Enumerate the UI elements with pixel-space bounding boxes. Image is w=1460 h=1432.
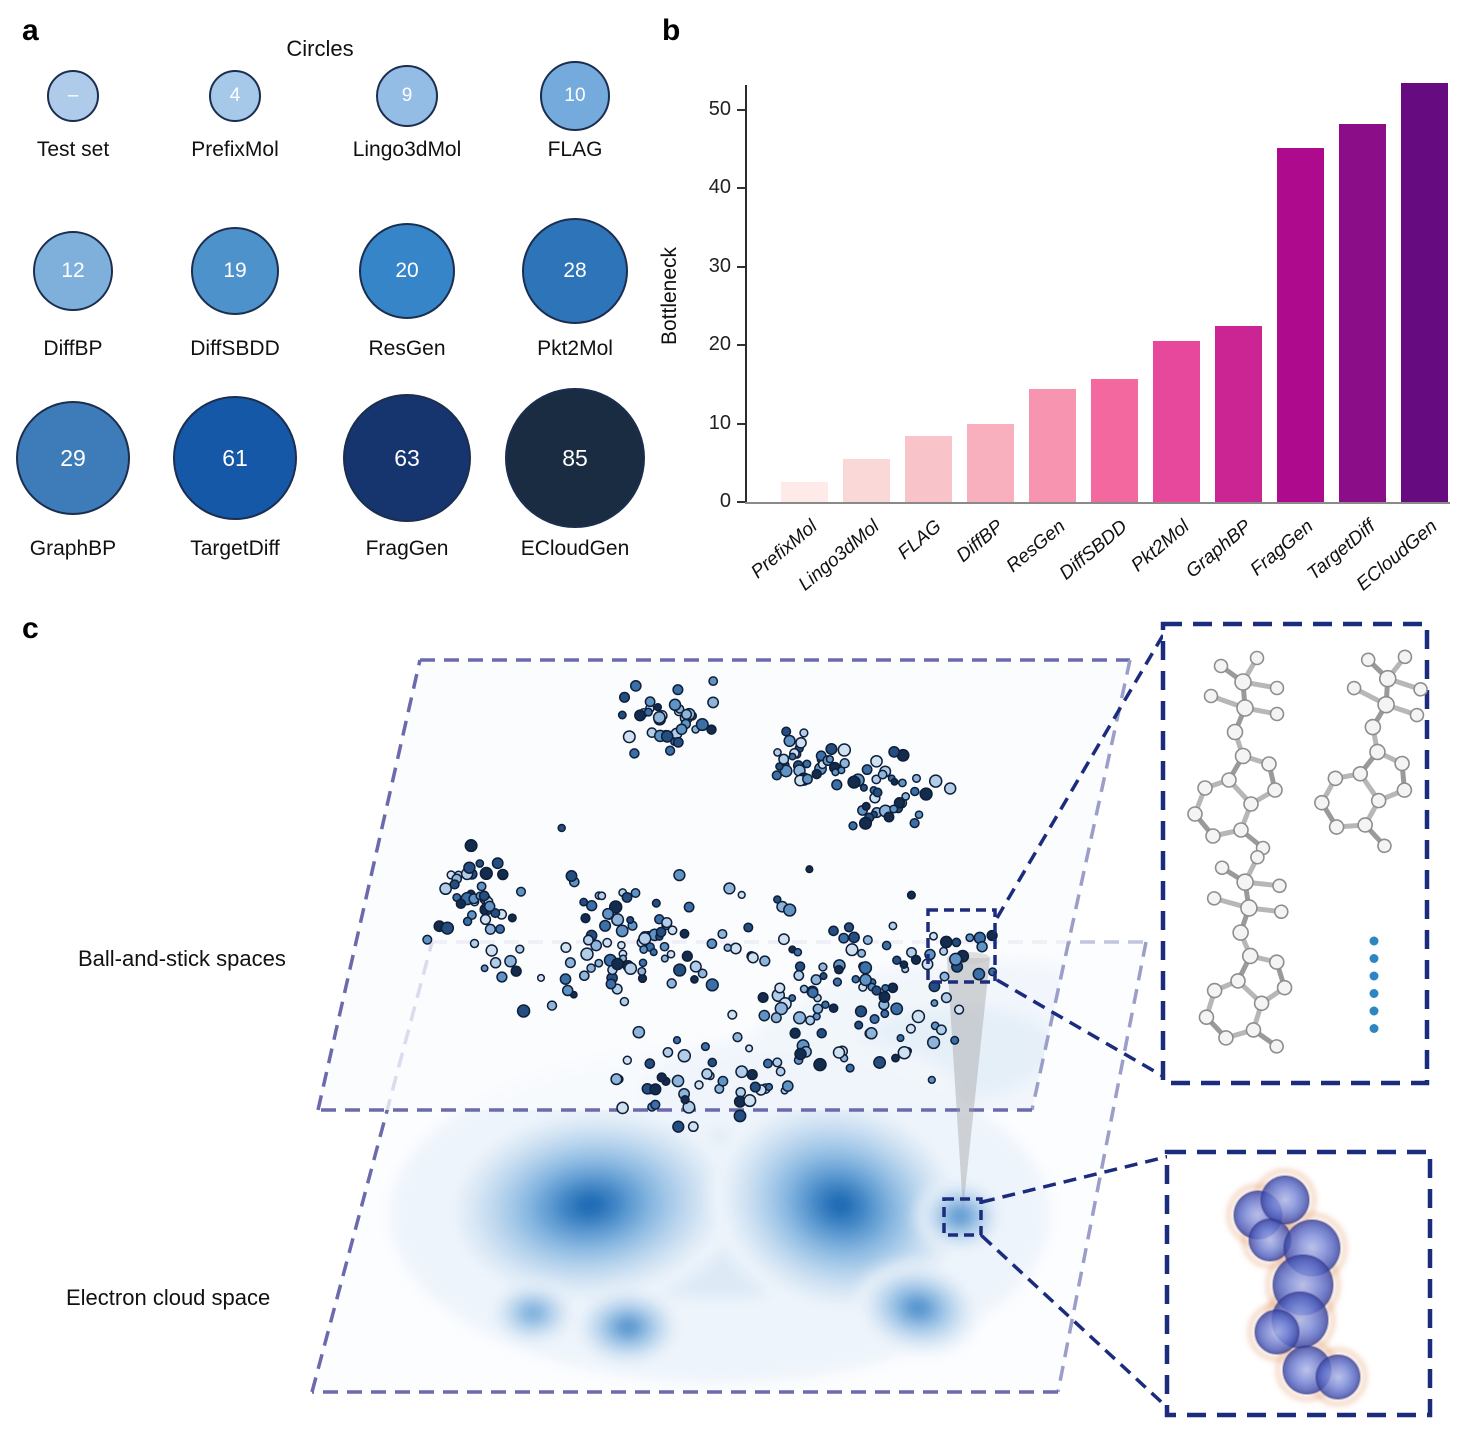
y-tick-mark: [737, 109, 745, 111]
bubble-label: GraphBP: [29, 537, 117, 560]
bar-targetdiff: [1339, 124, 1386, 502]
ball-and-stick-molecule: [1187, 650, 1285, 856]
y-tick-mark: [737, 265, 745, 268]
bubble-value: –: [67, 85, 79, 106]
panel-c-figure: [310, 621, 1433, 1418]
bar-diffbp: [967, 424, 1014, 502]
panel-b-y-axis-label: Bottleneck: [658, 246, 681, 346]
ellipsis-dot: [1369, 1024, 1379, 1033]
bubble-ecloudgen: 85: [505, 388, 645, 528]
bubble-fraggen: 63: [343, 394, 471, 522]
selection-square-density: [942, 1197, 983, 1237]
bubble-value: 9: [401, 85, 413, 106]
bar-lingo3dmol: [843, 458, 890, 502]
bubble-lingo3dmol: 9: [376, 65, 438, 127]
ball-and-stick-molecule: [1198, 849, 1293, 1054]
bubble-diffbp: 12: [33, 231, 113, 311]
bubble-resgen: 20: [359, 223, 455, 319]
bar-fraggen: [1277, 148, 1324, 502]
panel-b-letter: b: [662, 14, 681, 47]
panel-b-x-axis: [745, 502, 1450, 504]
bubble-value: 10: [564, 85, 586, 106]
bubble-value: 19: [223, 259, 247, 282]
ball-and-stick-spaces-label: Ball-and-stick spaces: [78, 946, 286, 971]
bubble-label: ResGen: [368, 337, 446, 360]
bar-pkt2mol: [1153, 341, 1200, 502]
bubble-test-set: –: [47, 70, 99, 122]
scatter-points: [422, 676, 998, 1133]
inset-connector-line: [995, 629, 1168, 919]
electron-cloud-molecule: [1233, 1175, 1361, 1400]
ellipsis-dot: [1369, 971, 1379, 981]
bubble-diffsbdd: 19: [191, 227, 279, 315]
bubble-label: Lingo3dMol: [352, 138, 462, 161]
plane-border: [1056, 941, 1148, 1393]
y-tick-mark: [737, 187, 745, 190]
bar-diffsbdd: [1091, 378, 1138, 502]
density-map: [390, 1047, 1050, 1383]
y-tick-mark: [737, 501, 745, 503]
inset-connector-line: [981, 1154, 1171, 1204]
bubble-prefixmol: 4: [209, 70, 261, 122]
y-tick-label: 40: [708, 176, 731, 199]
bubble-label: DiffSBDD: [190, 337, 280, 360]
bubble-value: 28: [563, 259, 587, 282]
bubble-value: 85: [562, 444, 588, 471]
bubble-label: Pkt2Mol: [537, 337, 613, 360]
electron-cloud-space-label: Electron cloud space: [66, 1285, 271, 1310]
inset-connector-line: [980, 1234, 1172, 1412]
y-tick-label: 20: [708, 333, 731, 356]
y-tick-mark: [737, 344, 745, 347]
y-tick-mark: [737, 422, 745, 425]
bubble-label: TargetDiff: [190, 537, 280, 560]
bubble-flag: 10: [540, 61, 610, 131]
plane-border: [1030, 659, 1132, 1111]
bubble-value: 29: [60, 444, 86, 471]
bar-ecloudgen: [1401, 82, 1448, 502]
panel-b-y-axis: [745, 85, 747, 503]
bubble-label: FLAG: [547, 138, 603, 161]
bubble-value: 63: [394, 444, 420, 471]
bar-resgen: [1029, 389, 1076, 502]
ball-and-stick-molecule: [1314, 649, 1428, 854]
panel-c-letter: c: [22, 612, 39, 645]
selection-square-scatter: [926, 908, 997, 984]
inset-connector-line: [996, 978, 1167, 1080]
bubble-label: Test set: [36, 138, 110, 161]
ellipsis-dot: [1369, 1006, 1379, 1016]
ellipsis-dot: [1369, 954, 1379, 963]
bubble-value: 12: [61, 259, 85, 282]
y-tick-label: 50: [708, 98, 731, 120]
bar-prefixmol: [781, 481, 828, 502]
y-tick-label: 10: [708, 411, 731, 434]
y-tick-label: 30: [708, 254, 731, 277]
bubble-label: FragGen: [365, 537, 449, 560]
bubble-value: 4: [229, 85, 241, 106]
bubble-graphbp: 29: [16, 401, 130, 515]
bubble-pkt2mol: 28: [522, 218, 628, 324]
plane-border: [316, 659, 422, 1111]
projection-cone: [947, 958, 990, 1210]
panel-a-title: Circles: [286, 36, 354, 61]
bar-graphbp: [1215, 326, 1262, 502]
ellipsis-dot: [1369, 936, 1379, 946]
bubble-label: PrefixMol: [191, 138, 279, 161]
bubble-targetdiff: 61: [173, 396, 297, 520]
ellipsis-dot: [1369, 989, 1379, 998]
bubble-value: 20: [395, 259, 419, 282]
bar-flag: [905, 436, 952, 502]
bubble-value: 61: [222, 444, 248, 471]
bubble-label: ECloudGen: [520, 537, 630, 560]
panel-a-letter: a: [22, 14, 39, 47]
y-tick-label: 0: [719, 490, 731, 512]
bubble-label: DiffBP: [43, 337, 103, 360]
